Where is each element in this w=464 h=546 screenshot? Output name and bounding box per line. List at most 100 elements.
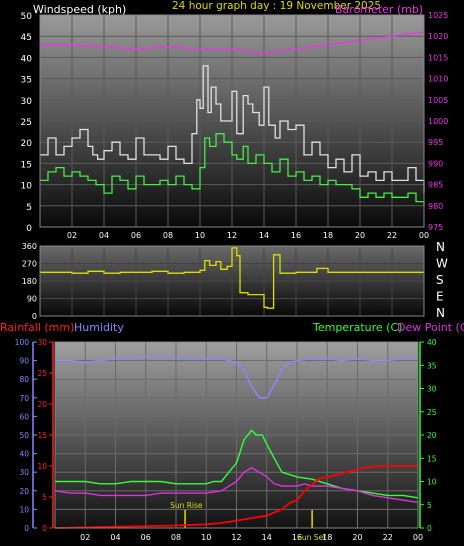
temperature-tick-label: 0 <box>427 524 432 533</box>
series-average <box>40 133 425 206</box>
y2-tick-label: 990 <box>428 159 443 168</box>
rain-tick-label: 15 <box>37 431 47 440</box>
x-tick-label: 14 <box>262 533 272 542</box>
x-tick-label: 00 <box>419 231 429 240</box>
temperature-tick-label: 35 <box>427 361 437 370</box>
direction-tick-label: 180 <box>22 277 37 286</box>
humidity-tick-label: 70 <box>19 394 29 403</box>
x-tick-label: 20 <box>355 231 365 240</box>
y-tick-label: 40 <box>21 54 33 64</box>
chart3-left-label2: Humidity <box>74 321 124 334</box>
y-tick-label: 35 <box>21 76 32 86</box>
chart3-right-label: Temperature (C) <box>312 321 402 334</box>
y2-tick-label: 995 <box>428 138 443 147</box>
x-tick-label: 02 <box>67 231 77 240</box>
y2-tick-label: 1005 <box>428 96 448 105</box>
chart1-right-label: Barometer (mb) <box>335 3 423 16</box>
sun-marker-label: Sun Rise <box>170 501 203 510</box>
compass-letter: E <box>436 290 444 304</box>
x-tick-label: 10 <box>195 231 205 240</box>
rain-tick-label: 30 <box>37 338 47 347</box>
y-tick-label: 5 <box>26 203 32 213</box>
y2-tick-label: 1015 <box>428 53 448 62</box>
x-tick-label: 02 <box>80 533 90 542</box>
series-barometer <box>40 31 425 54</box>
x-tick-label: 18 <box>322 533 332 542</box>
y-tick-label: 0 <box>26 224 32 234</box>
temperature-tick-label: 40 <box>427 338 437 347</box>
humidity-tick-label: 80 <box>19 375 29 384</box>
y2-tick-label: 985 <box>428 181 443 190</box>
y-tick-label: 50 <box>21 12 33 22</box>
series-dew-point <box>54 466 419 504</box>
humidity-tick-label: 90 <box>19 357 29 366</box>
humidity-tick-label: 0 <box>24 524 29 533</box>
y-tick-label: 30 <box>21 97 33 107</box>
x-tick-label: 22 <box>383 533 393 542</box>
x-tick-label: 16 <box>292 533 302 542</box>
y-tick-label: 20 <box>21 139 33 149</box>
x-tick-label: 06 <box>141 533 151 542</box>
x-tick-label: 14 <box>259 231 269 240</box>
x-tick-label: 04 <box>99 231 109 240</box>
temperature-tick-label: 10 <box>427 478 437 487</box>
direction-tick-label: 270 <box>22 260 37 269</box>
humidity-tick-label: 20 <box>19 487 29 496</box>
direction-tick-label: 0 <box>32 312 37 321</box>
x-tick-label: 08 <box>163 231 173 240</box>
chart3-left-label: Rainfall (mm) <box>0 321 74 334</box>
compass-letter: N <box>436 240 445 254</box>
chart2-frame <box>39 245 425 317</box>
temperature-tick-label: 15 <box>427 454 437 463</box>
compass-letter: N <box>436 306 445 320</box>
series-direction <box>40 247 424 309</box>
y2-tick-label: 1000 <box>428 117 448 126</box>
y-tick-label: 15 <box>21 160 32 170</box>
sun-marker-label: Sun Set <box>297 533 326 542</box>
temperature-tick-label: 20 <box>427 431 437 440</box>
x-tick-label: 04 <box>110 533 120 542</box>
compass-letter: W <box>436 257 448 271</box>
temperature-tick-label: 25 <box>427 408 437 417</box>
x-tick-label: 20 <box>352 533 362 542</box>
humidity-tick-label: 50 <box>19 431 29 440</box>
chart1-left-label: Windspeed (kph) <box>33 3 126 16</box>
series-gust <box>40 65 425 194</box>
x-tick-label: 16 <box>291 231 301 240</box>
y2-tick-label: 980 <box>428 202 443 211</box>
x-tick-label: 08 <box>171 533 181 542</box>
humidity-tick-label: 60 <box>19 412 29 421</box>
series-rainfall <box>54 465 418 529</box>
temperature-tick-label: 30 <box>427 385 437 394</box>
x-tick-label: 12 <box>227 231 237 240</box>
y2-tick-label: 1010 <box>428 75 448 84</box>
chart3-frame <box>54 341 419 529</box>
y2-tick-label: 975 <box>428 223 443 232</box>
chart1-title: 24 hour graph day : 19 November 2025 <box>172 0 381 12</box>
direction-tick-label: 90 <box>27 295 37 304</box>
y2-tick-label: 1025 <box>428 11 448 20</box>
chart3-right-label2: Dew Point (C) <box>397 321 464 334</box>
humidity-tick-label: 100 <box>15 338 30 347</box>
rain-tick-label: 10 <box>37 462 47 471</box>
y-tick-label: 45 <box>21 33 32 43</box>
x-tick-label: 00 <box>413 533 423 542</box>
x-tick-label: 22 <box>387 231 397 240</box>
humidity-tick-label: 30 <box>19 468 29 477</box>
x-tick-label: 18 <box>323 231 333 240</box>
y-tick-label: 25 <box>21 118 32 128</box>
x-tick-label: 12 <box>231 533 241 542</box>
y2-tick-label: 1020 <box>428 32 448 41</box>
rain-tick-label: 0 <box>42 524 47 533</box>
rain-tick-label: 25 <box>37 369 47 378</box>
compass-letter: S <box>436 273 444 287</box>
series-humidity <box>55 356 419 399</box>
chart1-frame <box>39 14 425 228</box>
x-tick-label: 10 <box>201 533 211 542</box>
x-tick-label: 06 <box>131 231 141 240</box>
y-tick-label: 10 <box>21 182 33 192</box>
temperature-tick-label: 5 <box>427 501 432 510</box>
rain-tick-label: 20 <box>37 400 47 409</box>
humidity-tick-label: 40 <box>19 450 29 459</box>
